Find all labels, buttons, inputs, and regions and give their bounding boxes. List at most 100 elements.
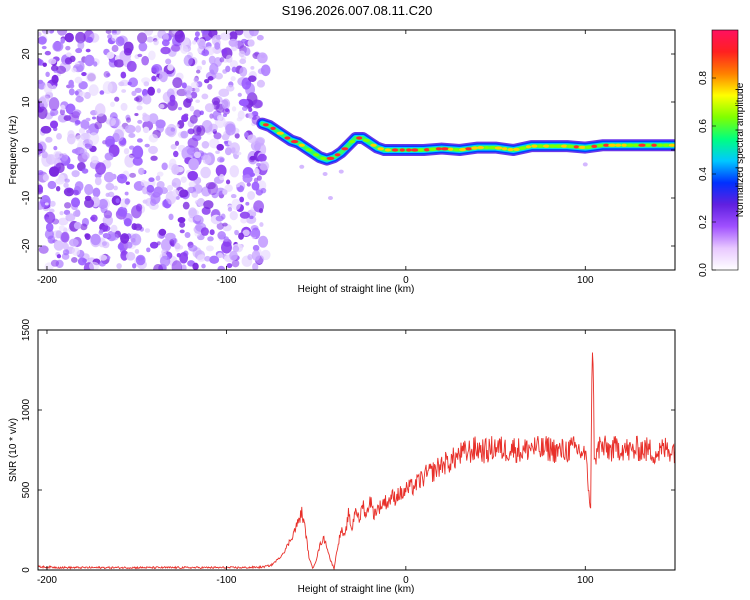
spectrogram-noise-blob — [234, 229, 239, 236]
spectrogram-scatter-blob — [299, 164, 305, 169]
spectrogram-noise-blob — [150, 155, 158, 161]
spectrogram-y-tick-label: 0 — [21, 147, 32, 153]
spectrogram-track-core — [440, 147, 449, 151]
spectrogram-noise-blob — [229, 60, 238, 69]
colorbar-tick-label: 0.6 — [698, 119, 709, 133]
spectrogram-scatter-blob — [582, 162, 588, 167]
spectrogram-noise-blob — [79, 148, 88, 156]
spectrogram-noise-blob — [215, 164, 227, 177]
spectrogram-noise-blob — [209, 255, 220, 264]
spectrogram-noise-blob — [246, 182, 251, 187]
spectrogram-track-core — [334, 153, 341, 157]
spectrogram-noise-blob — [81, 72, 87, 77]
spectrogram-noise-blob — [239, 196, 245, 203]
spectrogram-noise-blob — [137, 32, 148, 44]
spectrogram-noise-blob — [193, 77, 199, 83]
spectrogram-track-core — [362, 138, 370, 142]
spectrogram-noise-blob — [174, 242, 181, 250]
spectrogram-noise-blob — [138, 167, 145, 175]
spectrogram-noise-blob — [241, 38, 248, 44]
spectrogram-noise-blob — [99, 90, 105, 95]
spectrogram-noise-blob — [204, 103, 215, 113]
spectrogram-noise-blob — [239, 211, 250, 219]
spectrogram-noise-blob — [135, 95, 143, 103]
spectrogram-noise-blob — [44, 211, 56, 224]
colorbar: 0.0 0.2 0.4 0.6 0.8 Normalized spectral ampl… — [698, 29, 746, 277]
spectrogram-noise-blob — [179, 252, 189, 264]
spectrogram-noise-blob — [41, 151, 48, 159]
spectrogram-noise-blob — [227, 207, 233, 212]
spectrogram-noise-blob — [116, 173, 128, 184]
spectrogram-noise-blob — [105, 30, 112, 34]
spectrogram-noise-blob — [219, 173, 225, 181]
spectrogram-noise-blob — [140, 179, 146, 187]
spectrogram-scatter-blob — [322, 172, 328, 176]
spectrogram-noise-blob — [224, 147, 232, 156]
spectrogram-noise-blob — [183, 54, 193, 67]
spectrogram-noise-blob — [86, 129, 91, 134]
spectrogram-track-core — [603, 143, 610, 147]
spectrogram-track-core — [465, 147, 472, 151]
spectrogram-noise-blob — [151, 75, 157, 82]
spectrogram-noise-blob — [181, 114, 189, 123]
spectrogram-noise-blob — [54, 151, 63, 160]
spectrogram-track-core — [561, 144, 568, 148]
spectrogram-noise-blob — [84, 184, 94, 196]
spectrogram-noise-blob — [143, 81, 150, 87]
spectrogram-noise-blob — [189, 105, 195, 112]
spectrogram-noise-blob — [187, 170, 199, 181]
spectrogram-noise-blob — [84, 233, 90, 238]
spectrogram-track-core — [542, 144, 550, 148]
spectrogram-noise-blob — [44, 202, 49, 206]
spectrogram-noise-blob — [79, 91, 86, 97]
spectrogram-noise-blob — [51, 85, 57, 90]
spectrogram-noise-blob — [172, 189, 179, 197]
spectrogram-noise-blob — [256, 34, 264, 41]
spectrogram-noise-blob — [45, 222, 54, 233]
spectrogram-noise-blob — [205, 245, 214, 252]
spectrogram-noise-blob — [56, 30, 68, 36]
snr-x-tick-label: 0 — [403, 575, 409, 586]
colorbar-label: Normalized spectral amplitude — [735, 82, 746, 217]
spectrogram-track-core — [459, 148, 467, 152]
snr-panel: -200 -100 0 100 0 500 1000 1500 Height of stra… — [8, 318, 676, 595]
spectrogram-track-core — [591, 144, 598, 148]
spectrogram-noise-blob — [150, 192, 161, 205]
spectrogram-noise-blob — [155, 119, 166, 129]
spectrogram-noise-blob — [64, 178, 70, 183]
spectrogram-noise-blob — [166, 123, 177, 138]
snr-x-tick-label: -100 — [216, 575, 236, 586]
spectrogram-noise-blob — [257, 52, 268, 64]
spectrogram-noise-blob — [118, 81, 125, 87]
spectrogram-track-core — [417, 148, 424, 152]
spectrogram-noise-blob — [106, 117, 116, 127]
spectrogram-noise-blob — [101, 225, 111, 232]
spectrogram-noise-blob — [109, 233, 119, 241]
spectrogram-noise-blob — [247, 190, 256, 200]
spectrogram-track-core — [626, 143, 634, 147]
spectrogram-noise-blob — [53, 145, 58, 151]
spectrogram-noise-blob — [121, 89, 127, 93]
spectrogram-noise-blob — [116, 263, 122, 269]
spectrogram-noise-blob — [201, 140, 210, 149]
spectrogram-noise-blob — [226, 263, 233, 269]
colorbar-tick-label: 0.4 — [698, 167, 709, 181]
spectrogram-noise-blob — [133, 223, 143, 231]
spectrogram-noise-blob — [113, 185, 118, 191]
spectrogram-track-core — [501, 147, 508, 151]
spectrogram-noise-blob — [155, 175, 161, 181]
spectrogram-noise-blob — [213, 132, 222, 140]
colorbar-tick-label: 0.0 — [698, 263, 709, 277]
spectrogram-noise-blob — [232, 245, 240, 253]
spectrogram-noise-blob — [113, 59, 125, 68]
snr-x-tick-label: 100 — [577, 575, 594, 586]
spectrogram-noise-blob — [190, 81, 199, 89]
spectrogram-noise-blob — [160, 46, 171, 55]
spectrogram-y-tick-label: -10 — [21, 190, 32, 205]
spectrogram-track-core — [608, 143, 617, 147]
spectrogram-noise-blob — [53, 240, 64, 251]
spectrogram-noise-blob — [259, 160, 269, 171]
spectrogram-noise-blob — [179, 189, 189, 198]
spectrogram-noise-blob — [153, 263, 164, 270]
spectrogram-track-core — [411, 148, 419, 152]
